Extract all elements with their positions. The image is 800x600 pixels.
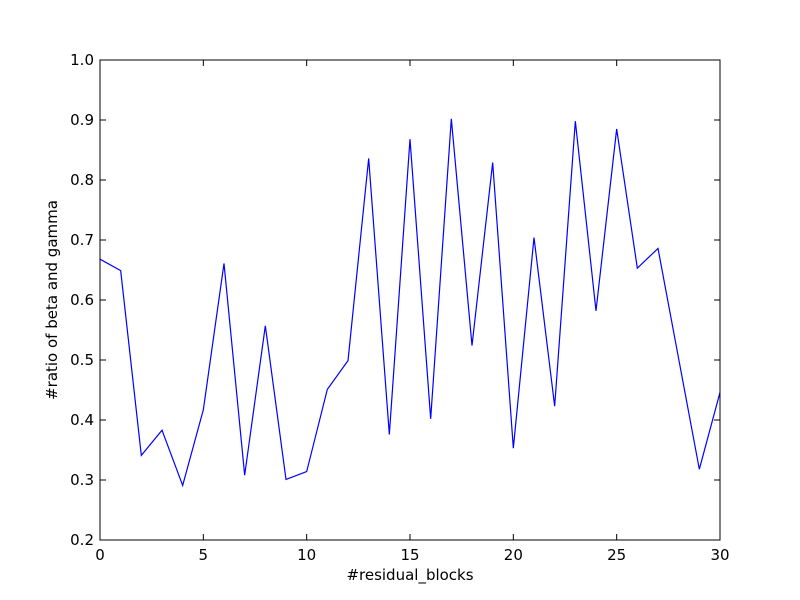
series-line-0 — [100, 118, 720, 488]
y-tick-label: 0.6 — [70, 291, 94, 309]
x-tick-label: 30 — [710, 546, 729, 564]
y-tick-label: 0.8 — [70, 171, 94, 189]
plot-area — [100, 118, 720, 488]
x-tick-label: 10 — [297, 546, 316, 564]
x-tick-label: 0 — [95, 546, 105, 564]
x-tick-label: 25 — [607, 546, 626, 564]
y-tick-label: 0.3 — [70, 471, 94, 489]
y-tick-label: 1.0 — [70, 51, 94, 69]
x-tick-label: 5 — [199, 546, 209, 564]
y-tick-label: 0.4 — [70, 411, 94, 429]
x-tick-label: 15 — [400, 546, 419, 564]
plot-frame — [99, 59, 721, 541]
x-tick-label: 20 — [504, 546, 523, 564]
y-tick-label: 0.9 — [70, 111, 94, 129]
y-tick-label: 0.2 — [70, 531, 94, 549]
x-axis-label: #residual_blocks — [346, 566, 473, 585]
y-axis-label: #ratio of beta and gamma — [43, 200, 61, 400]
y-tick-label: 0.7 — [70, 231, 94, 249]
axis-ticks: 0 5 10 15 20 25 30 0.2 0.3 0.4 0.5 0.6 0.7 0.8 0.9 1.0 — [70, 51, 729, 564]
y-tick-label: 0.5 — [70, 351, 94, 369]
